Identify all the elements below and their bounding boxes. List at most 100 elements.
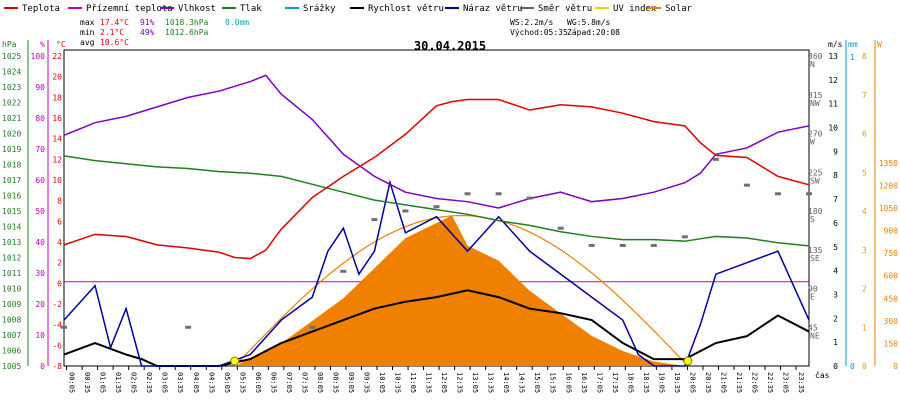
x-tick-label: 05:35	[238, 372, 246, 393]
x-tick-label: 19:35	[673, 372, 681, 393]
hpa-tick: 1016	[2, 192, 21, 201]
temp-tick: -2	[52, 300, 62, 309]
hpa-tick: 1007	[2, 331, 21, 340]
temp-tick: 20	[52, 73, 62, 82]
pct-tick: 40	[35, 238, 45, 247]
mm-tick: 1	[850, 53, 855, 62]
wind-dir-point	[774, 192, 781, 196]
temp-tick: -4	[52, 321, 62, 330]
pct-tick: 100	[31, 52, 46, 61]
legend-label: Směr větru	[538, 4, 592, 14]
axes: hPa% °C1025102410231022102110201019101810…	[2, 40, 898, 371]
mm-tick: 0	[850, 362, 855, 371]
x-tick-label: 23:35	[797, 372, 805, 393]
stat-label: avg	[80, 38, 95, 47]
temp-tick: 6	[57, 217, 62, 226]
ms-tick: 3	[833, 290, 838, 299]
uv-tick: 2	[862, 285, 867, 294]
pct-tick: 80	[35, 114, 45, 123]
temp-tick: 14	[52, 135, 62, 144]
sunrise-info: Východ:05:35	[510, 28, 568, 37]
hpa-tick: 1021	[2, 114, 21, 123]
solar-tick: 300	[884, 317, 899, 326]
legend-label: Náraz větru	[463, 4, 523, 14]
x-tick-label: 21:05	[719, 372, 727, 393]
stat-hum: 91%	[140, 18, 155, 27]
x-tick-label: 00:05	[68, 372, 76, 393]
legend-label: Solar	[665, 4, 693, 14]
x-tick-label: 06:05	[254, 372, 262, 393]
temp-tick: 22	[52, 52, 62, 61]
x-axis-label: čas	[815, 370, 830, 380]
x-tick-label: 10:35	[394, 372, 402, 393]
pct-tick: 90	[35, 83, 45, 92]
x-axis: 00:05 00:35 01:05 01:35 02:05 02:35 03:05 03:35…	[66, 366, 830, 393]
uv-marker	[230, 356, 240, 366]
hpa-unit: hPa	[2, 40, 17, 49]
solar-area	[234, 215, 685, 366]
hpa-tick: 1014	[2, 223, 21, 232]
chart-title: 30.04.2015	[414, 39, 486, 53]
legend-label: Srážky	[303, 4, 336, 14]
wind-dir-point	[650, 243, 657, 247]
temp-tick: 4	[57, 238, 62, 247]
x-tick-label: 13:35	[487, 372, 495, 393]
temp-tick: -8	[52, 362, 62, 371]
wind-dir-point	[464, 192, 471, 196]
dir-tick: 135	[808, 246, 823, 255]
temp-tick: 12	[52, 155, 62, 164]
wind-speed-info: WS:2.2m/s	[510, 18, 554, 27]
pct-tick: 30	[35, 269, 45, 278]
wind-dir-point	[806, 192, 812, 196]
uv-tick: 8	[862, 52, 867, 61]
uv-tick: 4	[862, 207, 867, 216]
stat-press: 1012.6hPa	[165, 28, 209, 37]
stat-label: min	[80, 28, 95, 37]
stat-temp: 2.1°C	[100, 28, 124, 37]
hpa-tick: 1013	[2, 238, 21, 247]
legend-label: UV index	[613, 4, 657, 14]
x-tick-label: 16:05	[564, 372, 572, 393]
ms-tick: 8	[833, 171, 838, 180]
humidity-line	[63, 74, 810, 209]
x-tick-label: 19:05	[657, 372, 665, 393]
hpa-tick: 1015	[2, 207, 21, 216]
x-tick-label: 06:35	[269, 372, 277, 393]
plot-area	[61, 74, 812, 367]
hpa-tick: 1017	[2, 176, 21, 185]
x-tick-label: 14:05	[502, 372, 510, 393]
hpa-tick: 1009	[2, 300, 21, 309]
x-tick-label: 04:35	[207, 372, 215, 393]
x-tick-label: 05:05	[223, 372, 231, 393]
wind-dir-point	[495, 192, 502, 196]
wind-dir-point	[402, 209, 409, 213]
hpa-tick: 1012	[2, 254, 21, 263]
temp-tick: -6	[52, 341, 62, 350]
ms-tick: 0	[833, 362, 838, 371]
uv-tick: 0	[862, 362, 867, 371]
x-tick-label: 08:05	[316, 372, 324, 393]
chart-legend: Teplota Přízemní teplota Vlhkost Tlak Srážky…	[4, 4, 693, 14]
pct-tick: 50	[35, 207, 45, 216]
legend-label: Přízemní teplota	[86, 4, 173, 14]
legend-label: Vlhkost	[178, 4, 216, 14]
x-tick-label: 20:05	[688, 372, 696, 393]
x-tick-label: 03:35	[176, 372, 184, 393]
ms-tick: 11	[828, 100, 838, 109]
hpa-tick: 1010	[2, 285, 21, 294]
x-tick-label: 11:05	[409, 372, 417, 393]
solar-tick: 0	[893, 362, 898, 371]
ms-tick: 6	[833, 219, 838, 228]
dir-label: N	[810, 60, 815, 69]
x-tick-label: 15:05	[533, 372, 541, 393]
stat-press: 1018.3hPa	[165, 18, 209, 27]
temperature-line	[63, 98, 810, 260]
solar-unit: W	[877, 40, 882, 49]
wind-dir-point	[340, 269, 347, 273]
temp-tick: 10	[52, 176, 62, 185]
x-tick-label: 01:35	[114, 372, 122, 393]
dir-tick: 315	[808, 91, 823, 100]
temp-tick: 2	[57, 259, 62, 268]
dir-label: S	[810, 215, 815, 224]
